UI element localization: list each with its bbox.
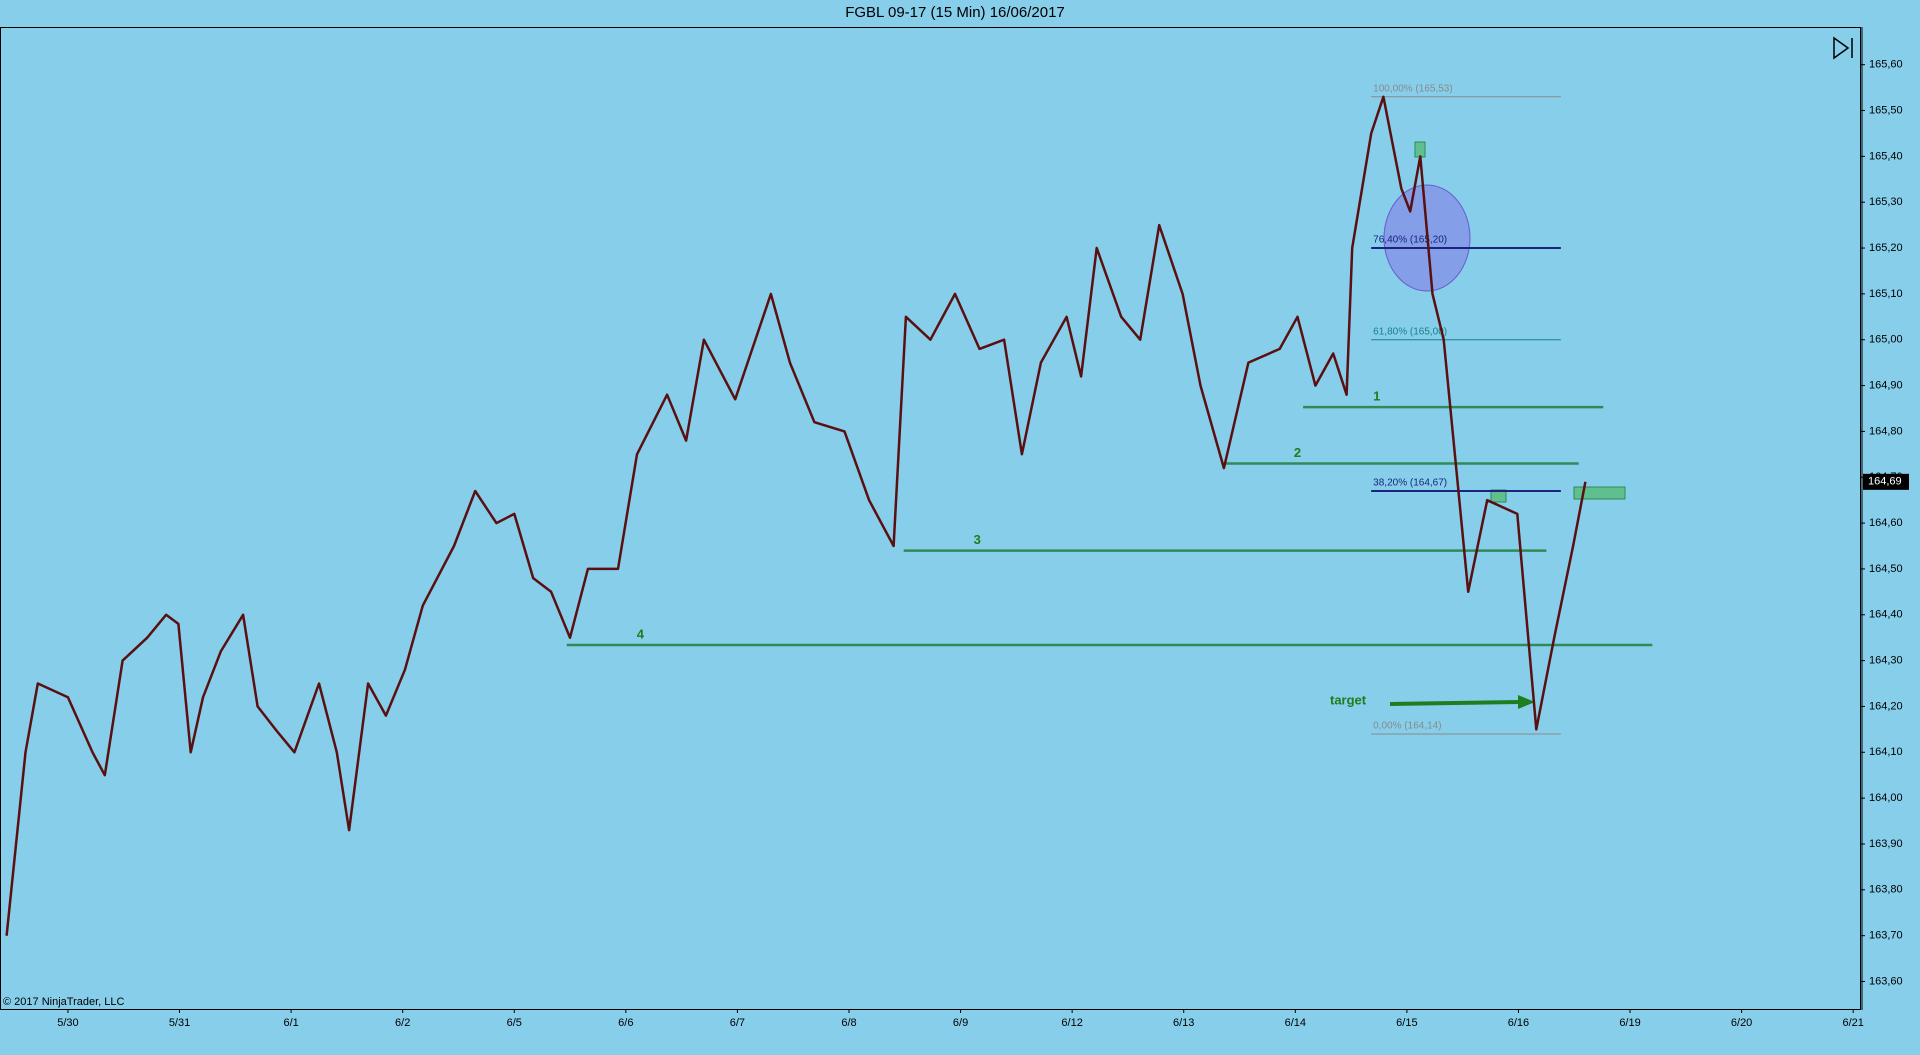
y-tick-label: 163,90 — [1869, 838, 1903, 850]
fib-label: 76,40% (165,20) — [1373, 235, 1447, 246]
fib-label: 38,20% (164,67) — [1373, 478, 1447, 489]
y-tick-label: 164,20 — [1869, 700, 1903, 712]
level-label: 4 — [637, 626, 645, 641]
x-tick-label: 6/8 — [841, 1017, 856, 1029]
y-tick-label: 163,60 — [1869, 975, 1903, 987]
y-tick-label: 164,90 — [1869, 379, 1903, 391]
x-tick-label: 6/9 — [953, 1017, 968, 1029]
level-label: 1 — [1373, 389, 1380, 404]
y-tick-label: 163,80 — [1869, 884, 1903, 896]
x-tick-label: 5/30 — [57, 1017, 78, 1029]
level-label: 2 — [1294, 445, 1301, 460]
y-tick-label: 164,50 — [1869, 563, 1903, 575]
y-tick-label: 164,40 — [1869, 609, 1903, 621]
arrow-shaft — [1389, 700, 1521, 706]
x-tick-label: 6/5 — [507, 1017, 522, 1029]
level-label: 3 — [974, 532, 981, 547]
x-tick-label: 6/1 — [283, 1017, 298, 1029]
fib-label: 0,00% (164,14) — [1373, 721, 1441, 732]
last-price-box — [1863, 473, 1909, 490]
frame — [0, 27, 1861, 1010]
y-tick-label: 164,10 — [1869, 746, 1903, 758]
x-tick-label: 6/7 — [730, 1017, 745, 1029]
x-tick-label: 6/14 — [1285, 1017, 1306, 1029]
y-tick-label: 165,50 — [1869, 104, 1903, 116]
y-tick-label: 164,80 — [1869, 425, 1903, 437]
fib-label: 100,00% (165,53) — [1373, 83, 1453, 94]
y-tick-label: 165,10 — [1869, 288, 1903, 300]
x-tick-label: 6/19 — [1619, 1017, 1640, 1029]
x-tick-label: 6/6 — [618, 1017, 633, 1029]
y-tick-label: 164,60 — [1869, 517, 1903, 529]
x-tick-label: 6/20 — [1731, 1017, 1752, 1029]
y-tick-label: 165,30 — [1869, 196, 1903, 208]
fib-label: 61,80% (165,00) — [1373, 326, 1447, 337]
zone-box — [1414, 141, 1426, 158]
x-tick-label: 6/2 — [395, 1017, 410, 1029]
y-tick-label: 164,00 — [1869, 792, 1903, 804]
y-tick-label: 163,70 — [1869, 930, 1903, 942]
play-icon[interactable] — [1833, 36, 1850, 60]
zone-box — [1573, 486, 1626, 500]
y-tick-label: 165,20 — [1869, 242, 1903, 254]
arrow-head — [1518, 695, 1535, 709]
y-tick-label: 164,30 — [1869, 655, 1903, 667]
chart-title: FGBL 09-17 (15 Min) 16/06/2017 — [845, 4, 1065, 21]
x-tick-label: 6/15 — [1396, 1017, 1417, 1029]
price-line — [5, 95, 1587, 936]
x-tick-label: 6/13 — [1173, 1017, 1194, 1029]
x-tick-label: 6/12 — [1061, 1017, 1082, 1029]
copyright: © 2017 NinjaTrader, LLC — [3, 996, 124, 1008]
annotation-text: target — [1330, 692, 1367, 707]
y-tick-label: 165,40 — [1869, 150, 1903, 162]
x-tick-label: 5/31 — [169, 1017, 190, 1029]
y-tick-label: 165,00 — [1869, 334, 1903, 346]
y-tick-label: 165,60 — [1869, 59, 1903, 71]
x-tick-label: 6/16 — [1508, 1017, 1529, 1029]
last-price-label: 164,69 — [1868, 476, 1902, 488]
x-tick-label: 6/21 — [1842, 1017, 1863, 1029]
